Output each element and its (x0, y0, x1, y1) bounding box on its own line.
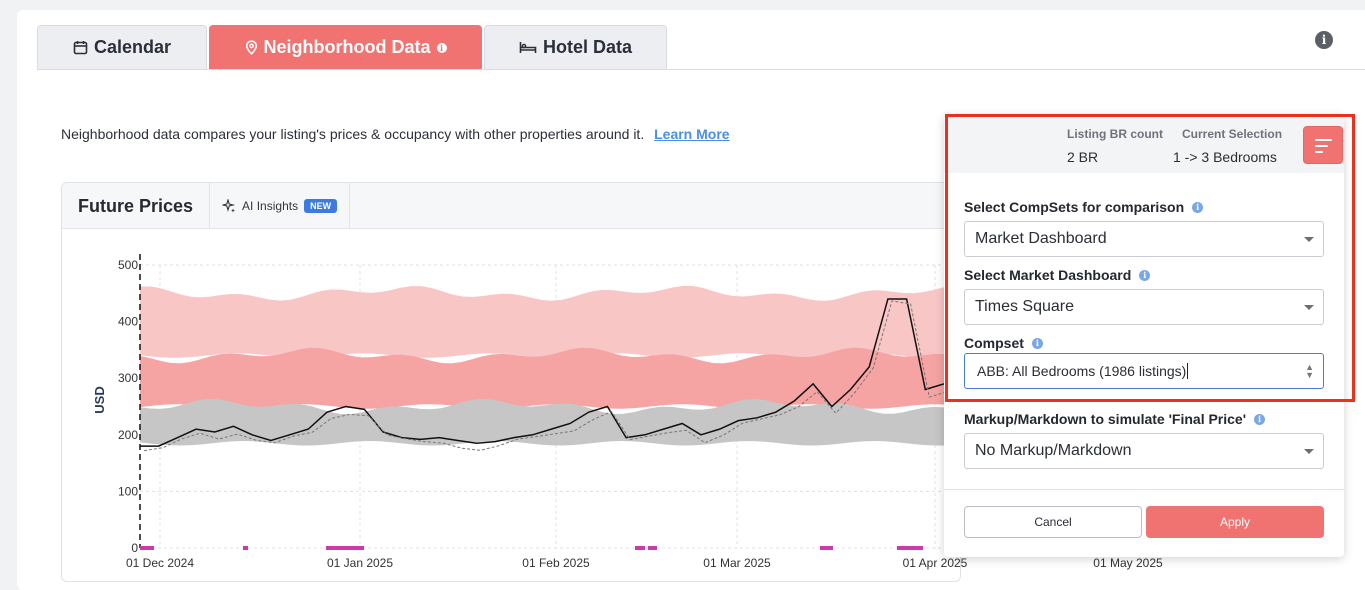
info-icon[interactable]: i (436, 42, 447, 53)
tab-bar: Calendar Neighborhood Data i Hotel Data (37, 25, 669, 70)
x-tick-label: 01 May 2025 (1093, 556, 1163, 570)
compsets-label: Select CompSets for comparison i (964, 199, 1204, 215)
panel-title: Future Prices (62, 183, 211, 229)
tab-hotel-data[interactable]: Hotel Data (484, 25, 667, 69)
tab-neighborhood-data[interactable]: Neighborhood Data i (209, 25, 482, 69)
current-selection-value: 1 -> 3 Bedrooms (1173, 149, 1277, 165)
highlight-box (945, 114, 1355, 402)
chevron-down-icon (1304, 237, 1314, 242)
new-badge: NEW (304, 198, 338, 213)
tab-neighborhood-label: Neighborhood Data (263, 37, 431, 57)
tab-divider (37, 69, 1365, 70)
info-icon[interactable]: i (1139, 269, 1151, 281)
tab-calendar[interactable]: Calendar (37, 25, 207, 69)
map-pin-icon (245, 40, 257, 55)
x-tick-label: 01 Mar 2025 (703, 556, 771, 570)
event-marker (648, 546, 657, 550)
chevron-down-icon (1304, 305, 1314, 310)
y-tick-label: 500 (118, 258, 138, 272)
x-tick-label: 01 Dec 2024 (126, 556, 194, 570)
comparison-line (143, 300, 944, 452)
compset-filter-panel: Listing BR count 2 BR Current Selection … (944, 115, 1344, 557)
event-marker (326, 546, 364, 550)
y-tick-label: 100 (118, 484, 138, 498)
ai-insights-label: AI Insights (242, 198, 299, 213)
info-icon[interactable]: i (1254, 413, 1266, 425)
markup-label: Markup/Markdown to simulate 'Final Price… (964, 411, 1266, 427)
filter-lines-icon (1315, 139, 1332, 141)
event-marker (820, 546, 833, 550)
panel-header: Future Prices AI Insights NEW (62, 183, 960, 229)
price-band-area (140, 398, 944, 446)
description: Neighborhood data compares your listing'… (61, 126, 730, 142)
listing-br-label: Listing BR count (1067, 127, 1163, 141)
bed-icon (519, 42, 537, 53)
your-price-line (140, 298, 944, 447)
calendar-icon (73, 41, 88, 55)
compset-label: Compset i (964, 335, 1043, 351)
x-tick-label: 01 Jan 2025 (327, 556, 393, 570)
event-marker (897, 546, 923, 550)
up-down-icon: ▲ ▼ (1305, 362, 1314, 380)
apply-button[interactable]: Apply (1146, 506, 1324, 538)
event-marker (243, 546, 248, 550)
filter-toggle-button[interactable] (1303, 126, 1343, 164)
current-selection-label: Current Selection (1182, 127, 1283, 141)
info-icon[interactable]: i (1315, 31, 1333, 49)
price-band-area (140, 285, 944, 358)
future-prices-chart: 500 400 300 200 100 001 Dec 2024 01 Jan 2025 01… (92, 254, 1163, 570)
ai-insights-button[interactable]: AI Insights NEW (210, 183, 351, 229)
divider (944, 489, 1344, 490)
selection-summary (944, 115, 1344, 173)
y-tick-label: 200 (118, 428, 138, 442)
compset-input[interactable]: ABB: All Bedrooms (1986 listings)​ ▲▼ (964, 353, 1324, 389)
markup-select[interactable]: No Markup/Markdown (964, 433, 1324, 469)
x-tick-label: 01 Feb 2025 (522, 556, 590, 570)
sparkle-icon (222, 198, 236, 212)
info-icon[interactable]: i (1192, 201, 1204, 213)
info-icon[interactable]: i (1031, 337, 1043, 349)
listing-br-value: 2 BR (1067, 149, 1099, 165)
price-band-area (140, 347, 944, 409)
x-tick-label: 01 Apr 2025 (903, 556, 968, 570)
event-marker (635, 546, 645, 550)
chart-plot-area (139, 254, 944, 550)
y-tick-label: 400 (118, 315, 138, 329)
y-tick-label: 300 (118, 371, 138, 385)
market-dashboard-label: Select Market Dashboard i (964, 267, 1151, 283)
market-dashboard-select[interactable]: Times Square (964, 289, 1324, 325)
y-axis-label: USD (92, 386, 107, 413)
y-tick-label: 0 (131, 541, 138, 555)
description-text: Neighborhood data compares your listing'… (61, 126, 645, 142)
event-marker (140, 546, 154, 550)
tab-calendar-label: Calendar (93, 37, 172, 57)
compsets-select[interactable]: Market Dashboard (964, 221, 1324, 257)
cancel-button[interactable]: Cancel (964, 506, 1142, 538)
learn-more-link[interactable]: Learn More (654, 126, 730, 142)
tab-hotel-label: Hotel Data (542, 37, 632, 57)
chevron-down-icon (1304, 449, 1314, 454)
